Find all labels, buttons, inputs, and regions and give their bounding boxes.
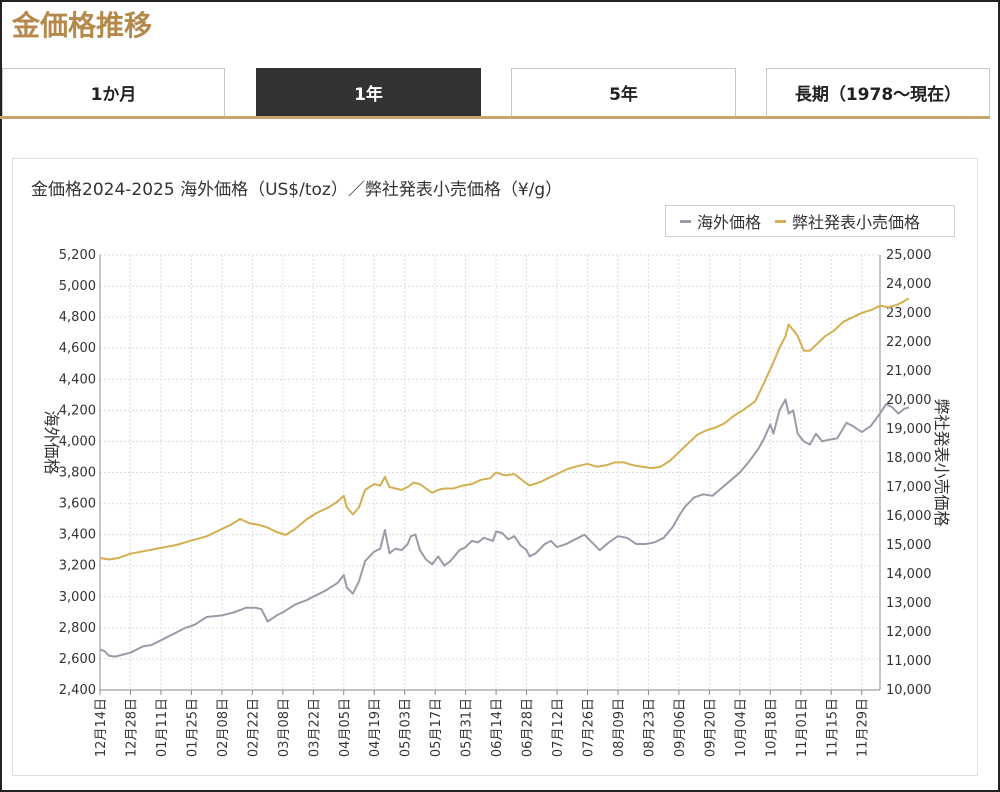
x-tick-label: 09月06日 <box>673 698 688 757</box>
x-tick-label: 08月23日 <box>642 698 657 757</box>
legend-label-retail: 弊社発表小売価格 <box>792 213 921 232</box>
y-left-tick-label: 5,200 <box>59 248 96 263</box>
y-left-tick-label: 2,800 <box>59 621 96 636</box>
y-left-tick-label: 2,600 <box>59 652 96 667</box>
y-right-tick-label: 24,000 <box>886 277 932 292</box>
tab-1-month[interactable]: 1か月 <box>2 68 225 116</box>
x-tick-label: 02月22日 <box>246 698 261 757</box>
x-tick-label: 10月04日 <box>734 698 749 757</box>
y-right-tick-label: 11,000 <box>886 654 932 669</box>
x-tick-label: 05月17日 <box>429 698 444 757</box>
x-tick-label: 04月19日 <box>368 698 383 757</box>
chart-legend: 海外価格 弊社発表小売価格 <box>665 205 955 237</box>
y-left-tick-label: 4,800 <box>59 310 96 325</box>
series-line-retail <box>99 297 910 561</box>
y-right-tick-label: 21,000 <box>886 364 932 379</box>
y-left-tick-label: 3,600 <box>59 497 96 512</box>
x-tick-label: 03月08日 <box>277 698 292 757</box>
y-left-tick-label: 2,400 <box>59 683 96 698</box>
series-line-overseas <box>99 398 910 658</box>
x-tick-label: 02月08日 <box>216 698 231 757</box>
tab-long-term[interactable]: 長期（1978～現在） <box>766 68 990 116</box>
x-tick-label: 09月20日 <box>703 698 718 757</box>
y-right-tick-label: 12,000 <box>886 625 932 640</box>
x-tick-label: 12月28日 <box>124 698 139 757</box>
x-tick-label: 05月31日 <box>460 698 475 757</box>
period-tabs: 1か月 1年 5年 長期（1978～現在） <box>0 68 990 118</box>
tab-5-years[interactable]: 5年 <box>511 68 736 116</box>
y-left-tick-label: 4,400 <box>59 372 96 387</box>
x-tick-label: 04月05日 <box>338 698 353 757</box>
x-tick-label: 06月28日 <box>521 698 536 757</box>
x-tick-label: 01月25日 <box>185 698 200 757</box>
y-right-tick-label: 22,000 <box>886 335 932 350</box>
y-left-tick-label: 3,800 <box>59 466 96 481</box>
y-right-tick-label: 10,000 <box>886 683 932 698</box>
x-tick-label: 11月29日 <box>856 698 871 757</box>
y-right-tick-label: 18,000 <box>886 451 932 466</box>
y-left-tick-label: 4,600 <box>59 341 96 356</box>
page-title: 金価格推移 <box>12 9 153 42</box>
x-tick-label: 01月11日 <box>155 698 170 757</box>
y-right-tick-label: 14,000 <box>886 567 932 582</box>
y-right-tick-label: 25,000 <box>886 248 932 263</box>
chart-panel: 金価格2024-2025 海外価格（US$/toz）／弊社発表小売価格（¥/g）… <box>12 158 978 776</box>
y-right-tick-label: 20,000 <box>886 393 932 408</box>
chart-title: 金価格2024-2025 海外価格（US$/toz）／弊社発表小売価格（¥/g） <box>31 180 563 200</box>
y-right-tick-label: 16,000 <box>886 509 932 524</box>
legend-item-overseas[interactable]: 海外価格 <box>680 209 761 233</box>
y-right-axis-title: 弊社発表小売価格 <box>932 398 951 526</box>
y-left-axis-title: 海外価格 <box>42 410 61 474</box>
y-left-tick-label: 4,000 <box>59 434 96 449</box>
x-tick-label: 05月03日 <box>399 698 414 757</box>
x-tick-label: 12月14日 <box>94 698 109 757</box>
y-left-tick-label: 5,000 <box>59 279 96 294</box>
tab-divider <box>0 116 990 119</box>
x-tick-label: 03月22日 <box>307 698 322 757</box>
y-left-tick-label: 4,200 <box>59 403 96 418</box>
x-tick-label: 08月09日 <box>612 698 627 757</box>
x-tick-label: 07月26日 <box>582 698 597 757</box>
tab-1-year[interactable]: 1年 <box>256 68 481 116</box>
y-left-tick-label: 3,400 <box>59 528 96 543</box>
legend-label-overseas: 海外価格 <box>697 213 762 232</box>
y-right-tick-label: 17,000 <box>886 480 932 495</box>
legend-swatch-overseas <box>680 219 691 223</box>
y-right-tick-label: 23,000 <box>886 306 932 321</box>
y-left-tick-label: 3,200 <box>59 559 96 574</box>
y-right-tick-label: 15,000 <box>886 538 932 553</box>
x-tick-label: 11月01日 <box>795 698 810 757</box>
x-tick-label: 11月15日 <box>825 698 840 757</box>
y-left-tick-label: 3,000 <box>59 590 96 605</box>
legend-item-retail[interactable]: 弊社発表小売価格 <box>775 209 920 233</box>
y-right-tick-label: 19,000 <box>886 422 932 437</box>
x-tick-label: 06月14日 <box>490 698 505 757</box>
x-tick-label: 07月12日 <box>551 698 566 757</box>
y-right-tick-label: 13,000 <box>886 596 932 611</box>
legend-swatch-retail <box>775 219 787 223</box>
x-tick-label: 10月18日 <box>764 698 779 757</box>
